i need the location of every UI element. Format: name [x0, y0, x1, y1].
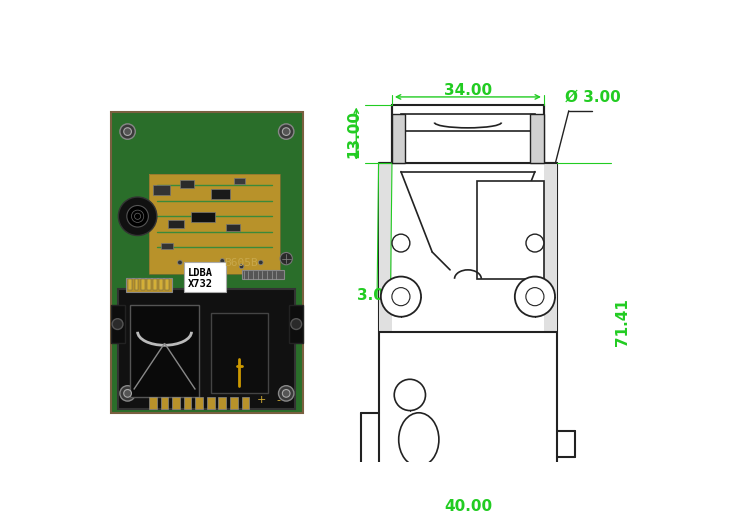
Bar [234, 178, 246, 184]
Text: 34.00: 34.00 [444, 83, 492, 98]
Bar [211, 189, 230, 199]
Ellipse shape [399, 413, 439, 467]
Bar [130, 305, 199, 397]
Text: 13.00: 13.00 [347, 110, 362, 158]
Bar [126, 278, 173, 292]
Bar [134, 279, 138, 290]
Circle shape [197, 264, 202, 269]
Bar [184, 397, 191, 409]
Bar [180, 180, 193, 188]
Circle shape [392, 234, 410, 252]
Bar [477, 181, 544, 279]
Circle shape [515, 277, 555, 317]
Bar [241, 397, 249, 409]
Bar [530, 114, 544, 162]
Bar [159, 279, 163, 290]
Bar [173, 397, 180, 409]
Bar [168, 220, 184, 228]
Circle shape [282, 128, 290, 135]
Circle shape [394, 379, 426, 411]
Circle shape [291, 319, 302, 330]
Text: Ø 3.00: Ø 3.00 [565, 90, 621, 105]
Bar [361, 413, 468, 511]
Bar [128, 279, 132, 290]
Bar [111, 305, 125, 344]
Bar [184, 263, 226, 292]
Bar [118, 290, 296, 409]
Circle shape [124, 390, 131, 397]
Bar [140, 279, 144, 290]
Circle shape [112, 319, 123, 330]
Bar [165, 279, 169, 290]
Bar [161, 243, 173, 250]
Bar [153, 279, 157, 290]
Bar [379, 162, 392, 332]
Text: 40.00: 40.00 [444, 499, 492, 513]
Circle shape [178, 260, 182, 265]
Bar [230, 397, 238, 409]
Bar [149, 174, 280, 274]
Circle shape [120, 124, 135, 139]
Circle shape [118, 197, 157, 236]
Bar [207, 397, 214, 409]
Bar [241, 270, 284, 279]
Circle shape [239, 264, 244, 269]
Bar [149, 397, 157, 409]
Bar [403, 467, 435, 511]
Circle shape [381, 277, 421, 317]
Bar [111, 112, 303, 413]
Circle shape [127, 206, 149, 227]
Circle shape [120, 386, 135, 401]
Bar [544, 162, 557, 332]
Circle shape [526, 288, 544, 306]
Bar [401, 114, 535, 131]
Text: -: - [276, 395, 280, 405]
Bar [196, 397, 203, 409]
Circle shape [280, 252, 292, 265]
Bar [289, 305, 303, 344]
Bar [147, 279, 151, 290]
Bar [191, 212, 214, 222]
Bar [153, 185, 170, 195]
Bar [392, 105, 544, 162]
Bar [211, 312, 268, 393]
Bar [149, 174, 280, 274]
Bar [379, 162, 557, 482]
Text: 3.00: 3.00 [357, 288, 394, 303]
Bar [161, 397, 168, 409]
Bar [218, 397, 226, 409]
Text: LDBA: LDBA [187, 268, 213, 278]
Circle shape [282, 390, 290, 397]
Text: X732: X732 [187, 279, 213, 289]
Circle shape [279, 124, 294, 139]
Bar [226, 224, 240, 231]
Bar [392, 114, 406, 162]
Circle shape [124, 128, 131, 135]
Text: B605B: B605B [225, 258, 258, 268]
Text: +: + [257, 395, 267, 405]
Text: 71.41: 71.41 [616, 298, 630, 346]
Circle shape [220, 258, 225, 263]
Circle shape [258, 260, 263, 265]
Circle shape [392, 288, 410, 306]
Circle shape [279, 386, 294, 401]
Circle shape [526, 234, 544, 252]
